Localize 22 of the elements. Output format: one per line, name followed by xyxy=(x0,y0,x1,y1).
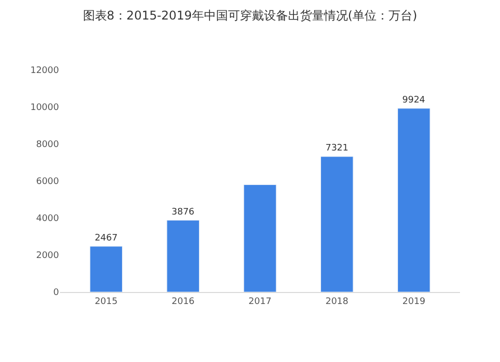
y-tick-label: 8000 xyxy=(36,140,60,150)
y-tick-label: 2000 xyxy=(36,251,60,262)
data-label: 2467 xyxy=(94,233,118,244)
data-label: 7321 xyxy=(325,144,348,154)
data-label: 3876 xyxy=(171,207,195,218)
y-tick-label: 12000 xyxy=(30,66,60,76)
bar xyxy=(397,108,430,292)
bar xyxy=(244,184,276,292)
data-label: 9924 xyxy=(402,95,426,106)
y-tick-label: 6000 xyxy=(36,177,60,188)
x-tick-label: 2015 xyxy=(94,296,118,307)
y-tick-label: 4000 xyxy=(36,214,60,224)
x-tick-label: 2017 xyxy=(248,296,272,307)
chart-title: 图表8：2015-2019年中国可穿戴设备出货量情况(单位：万台) xyxy=(82,8,418,22)
x-tick-label: 2019 xyxy=(402,296,426,307)
x-tick-label: 2018 xyxy=(325,296,349,307)
y-tick-label: 10000 xyxy=(30,103,60,114)
bar xyxy=(90,246,123,292)
bar xyxy=(166,220,200,292)
x-tick-label: 2016 xyxy=(172,296,195,307)
y-tick-label: 0 xyxy=(53,288,60,298)
bar xyxy=(320,156,354,292)
